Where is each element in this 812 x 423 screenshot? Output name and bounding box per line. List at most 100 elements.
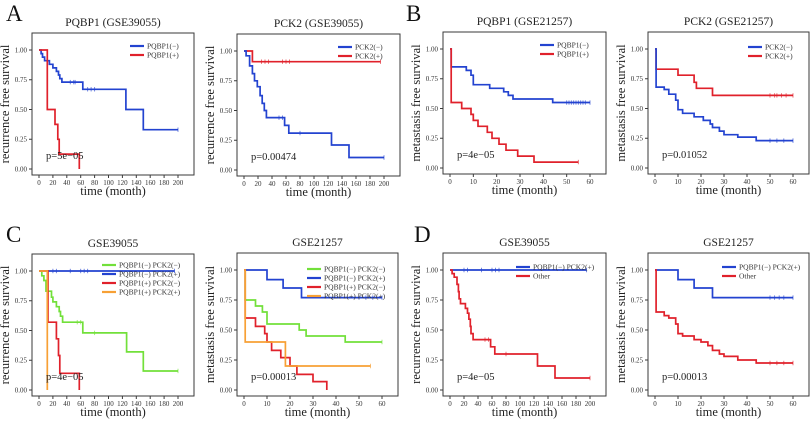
y-tick-label: 1.00 — [220, 266, 233, 274]
x-axis-title: time (month) — [492, 183, 558, 197]
x-tick-label: 40 — [540, 178, 548, 186]
x-tick-label: 20 — [698, 400, 706, 408]
x-tick-label: 10 — [264, 400, 272, 408]
y-tick-label: 0.75 — [426, 296, 439, 304]
y-tick-label: 0.75 — [631, 75, 644, 83]
km-panel-a-1: PQBP1 (GSE39055) time (month) recurrence f… — [0, 17, 195, 198]
y-axis-title: recurrence free survival — [0, 44, 12, 163]
y-tick-label: 0.75 — [426, 75, 439, 83]
x-tick-label: 80 — [91, 179, 99, 187]
y-tick-label: 0.50 — [220, 326, 233, 334]
x-tick-label: 60 — [790, 178, 798, 186]
x-tick-label: 40 — [63, 179, 71, 187]
km-curve-pqbp1-pos — [450, 48, 579, 163]
x-tick-label: 0 — [242, 400, 246, 408]
x-axis-title: time (month) — [80, 184, 146, 198]
legend-entry: PQBP1(+) — [130, 51, 179, 60]
x-tick-label: 40 — [63, 400, 71, 408]
plot-frame — [236, 252, 399, 397]
legend-label: Other — [533, 272, 551, 281]
y-tick-label: 0.50 — [220, 107, 233, 115]
x-tick-label: 100 — [103, 179, 114, 187]
x-tick-label: 140 — [131, 400, 142, 408]
x-tick-label: 0 — [242, 180, 246, 188]
km-curve-pqbp1-neg — [39, 49, 178, 131]
km-curve-pck2-neg — [655, 48, 793, 142]
km-curve-pqbp1-neg-pck2-neg — [39, 270, 178, 372]
x-tick-label: 20 — [287, 400, 295, 408]
km-panel-b-1: PQBP1 (GSE21257) time (month) metastasis f… — [409, 16, 607, 197]
x-tick-label: 120 — [117, 179, 128, 187]
p-value-annotation: p=0.01052 — [662, 150, 707, 161]
y-axis-title: metastasis free survival — [409, 44, 423, 162]
y-tick-label: 1.00 — [426, 45, 439, 53]
y-tick-label: 0.00 — [426, 386, 439, 394]
legend-entry: PQBP1(+) PCK2(+) — [307, 292, 386, 301]
legend: PQBP1(−) PCK2(−)PQBP1(−) PCK2(+)PQBP1(+)… — [102, 261, 181, 297]
legend-label: PQBP1(+) PCK2(+) — [119, 288, 181, 297]
legend: PQBP1(−) PCK2(+)Other — [722, 263, 801, 281]
y-tick-label: 0.75 — [220, 77, 233, 85]
legend-entry: PQBP1(−) PCK2(+) — [516, 263, 595, 272]
x-tick-label: 0 — [653, 400, 657, 408]
legend-label: PCK2(+) — [765, 52, 793, 61]
x-tick-label: 0 — [448, 400, 452, 408]
y-tick-label: 1.00 — [15, 46, 28, 54]
x-tick-label: 60 — [489, 400, 497, 408]
km-curve-pqbp1-neg — [450, 48, 590, 104]
y-axis-title: recurrence free survival — [409, 265, 423, 384]
p-value-annotation: p=4e−05 — [46, 372, 84, 383]
x-tick-label: 180 — [159, 179, 170, 187]
plot-frame — [236, 33, 401, 177]
x-tick-label: 20 — [255, 180, 263, 188]
plots-container: PQBP1 (GSE39055) time (month) recurrence f… — [0, 16, 810, 419]
legend-entry: PQBP1(−) PCK2(+) — [102, 270, 181, 279]
legend-label: PQBP1(+) PCK2(−) — [119, 279, 181, 288]
x-tick-label: 200 — [173, 179, 184, 187]
plot-frame — [647, 252, 810, 397]
x-tick-label: 160 — [557, 400, 568, 408]
x-tick-label: 20 — [698, 178, 706, 186]
x-tick-label: 30 — [310, 400, 318, 408]
plot-frame — [442, 252, 607, 397]
y-tick-label: 1.00 — [15, 267, 28, 275]
x-tick-label: 180 — [571, 400, 582, 408]
legend-label: PQBP1(−) PCK2(−) — [324, 265, 386, 274]
y-tick-label: 0.25 — [426, 135, 439, 143]
p-value-annotation: p=0.00474 — [251, 152, 297, 163]
x-tick-label: 40 — [333, 400, 341, 408]
x-tick-label: 10 — [470, 178, 478, 186]
y-tick-label: 0.75 — [15, 76, 28, 84]
y-tick-label: 0.25 — [15, 136, 28, 144]
y-tick-label: 0.25 — [426, 356, 439, 364]
legend-entry: PCK2(+) — [338, 52, 383, 61]
legend-label: PQBP1(+) PCK2(+) — [324, 292, 386, 301]
x-tick-label: 10 — [675, 178, 683, 186]
legend-label: PQBP1(−) — [557, 41, 589, 50]
x-tick-label: 0 — [37, 179, 41, 187]
legend-label: PQBP1(+) — [147, 51, 179, 60]
y-tick-label: 0.50 — [15, 106, 28, 114]
legend-entry: PQBP1(−) PCK2(−) — [102, 261, 181, 270]
x-tick-label: 10 — [675, 400, 683, 408]
x-tick-label: 30 — [721, 400, 729, 408]
y-tick-label: 0.00 — [15, 165, 28, 173]
legend-entry: PCK2(−) — [748, 43, 793, 52]
x-tick-label: 0 — [448, 178, 452, 186]
p-value-annotation: p=5e−05 — [46, 151, 84, 162]
y-tick-label: 0.50 — [426, 105, 439, 113]
km-panel-a-2: PCK2 (GSE39055) time (month) recurrence fr… — [203, 18, 401, 199]
y-tick-label: 0.00 — [220, 166, 233, 174]
km-curve-pqbp1-pos-pck2-neg — [244, 269, 328, 390]
chart-title: GSE39055 — [88, 238, 139, 250]
y-tick-label: 1.00 — [220, 47, 233, 55]
km-curve-pck2-neg — [244, 50, 384, 159]
km-curve-pqbp1-neg-pck2-pos — [244, 269, 382, 299]
chart-title: PCK2 (GSE39055) — [274, 18, 363, 30]
x-tick-label: 120 — [117, 400, 128, 408]
x-tick-label: 200 — [379, 180, 390, 188]
legend-label: PQBP1(−) PCK2(+) — [324, 274, 386, 283]
p-value-annotation: p=0.00013 — [662, 372, 707, 383]
km-curve-other — [655, 269, 793, 364]
